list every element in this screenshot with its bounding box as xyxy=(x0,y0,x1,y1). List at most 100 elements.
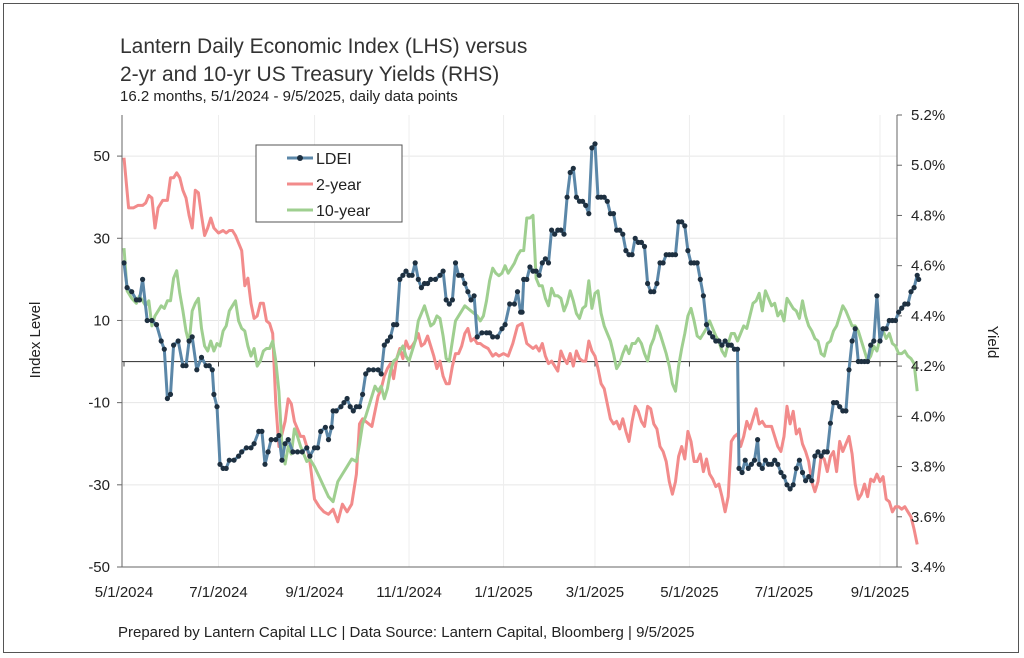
data-point-ldei xyxy=(694,260,700,266)
data-point-ldei xyxy=(366,367,372,373)
data-point-ldei xyxy=(144,317,150,324)
data-point-ldei xyxy=(892,317,899,324)
legend-marker-ldei xyxy=(297,155,303,161)
data-point-ldei xyxy=(784,482,790,488)
data-point-ldei xyxy=(759,465,765,471)
data-point-ldei xyxy=(378,371,384,377)
data-point-ldei xyxy=(387,334,394,340)
data-point-ldei xyxy=(519,309,525,315)
data-point-ldei xyxy=(914,272,920,278)
data-point-ldei xyxy=(654,280,660,287)
data-point-ldei xyxy=(459,272,465,278)
data-point-ldei xyxy=(465,289,471,295)
data-point-ldei xyxy=(239,449,245,455)
data-point-ldei xyxy=(452,260,459,266)
data-point-ldei xyxy=(865,358,871,365)
data-point-ldei xyxy=(908,289,914,295)
data-point-ldei xyxy=(545,260,552,266)
data-point-ldei xyxy=(682,223,688,229)
data-point-ldei xyxy=(852,326,858,332)
data-point-ldei xyxy=(707,330,713,336)
data-point-ldei xyxy=(815,449,821,455)
data-point-ldei xyxy=(629,252,635,258)
data-point-ldei xyxy=(561,231,567,237)
data-point-ldei xyxy=(325,437,332,443)
data-point-ldei xyxy=(341,400,347,406)
x-tick-label: 7/1/2024 xyxy=(189,584,247,601)
data-point-ldei xyxy=(806,474,812,480)
data-point-ldei xyxy=(601,194,607,200)
data-point-ldei xyxy=(564,194,570,200)
data-point-ldei xyxy=(333,408,339,414)
data-point-ldei xyxy=(223,465,229,471)
data-point-ldei xyxy=(745,465,751,471)
x-tick-label: 11/1/2024 xyxy=(376,584,442,601)
data-point-ldei xyxy=(236,453,242,459)
data-point-ldei xyxy=(762,457,769,463)
data-point-ldei xyxy=(796,457,803,463)
data-point-ldei xyxy=(167,391,174,397)
data-point-ldei xyxy=(679,219,685,225)
legend-label-ldei: LDEI xyxy=(316,151,352,168)
data-point-ldei xyxy=(748,461,755,467)
data-point-ldei xyxy=(592,141,598,147)
data-point-ldei xyxy=(360,391,366,397)
data-point-ldei xyxy=(462,280,468,287)
data-point-ldei xyxy=(570,165,576,171)
y-right-tick-label: 4.0% xyxy=(911,408,945,425)
data-point-ldei xyxy=(871,338,877,344)
chart-footer: Prepared by Lantern Capital LLC | Data S… xyxy=(118,624,695,641)
data-point-ldei xyxy=(623,248,629,254)
data-point-ldei xyxy=(552,231,558,237)
chart-subtitle: 16.2 months, 5/1/2024 - 9/5/2025, daily … xyxy=(120,88,458,105)
y-left-tick-label: 30 xyxy=(93,230,110,247)
data-point-ldei xyxy=(356,404,363,410)
data-point-ldei xyxy=(329,424,335,430)
data-point-ldei xyxy=(171,342,177,348)
data-point-ldei xyxy=(347,404,353,410)
data-point-ldei xyxy=(632,235,638,241)
data-point-ldei xyxy=(397,276,403,282)
data-point-ldei xyxy=(641,243,648,250)
data-point-ldei xyxy=(384,338,390,344)
data-point-ldei xyxy=(868,342,874,348)
data-point-ldei xyxy=(226,457,232,463)
data-point-ldei xyxy=(685,248,691,254)
data-point-ldei xyxy=(728,342,734,348)
data-point-ldei xyxy=(818,453,824,459)
data-point-ldei xyxy=(124,285,130,291)
data-point-ldei xyxy=(403,268,409,274)
data-point-ldei xyxy=(573,194,580,200)
tick-labels: 50 30 10 -10 -30 -50 5/1/2024 7/1/2024 9/1/2024 1… xyxy=(88,107,945,601)
y-right-tick-label: 4.2% xyxy=(911,358,945,375)
data-point-ldei xyxy=(769,461,775,467)
data-point-ldei xyxy=(468,297,474,303)
data-point-ldei xyxy=(905,301,911,307)
data-point-ldei xyxy=(262,461,268,467)
data-point-ldei xyxy=(440,268,446,274)
y-left-tick-label: -30 xyxy=(88,477,110,494)
data-point-ldei xyxy=(916,276,922,282)
data-point-ldei xyxy=(183,363,189,369)
data-point-ldei xyxy=(911,285,917,291)
data-point-ldei xyxy=(299,449,305,455)
data-point-ldei xyxy=(211,391,217,397)
data-point-ldei xyxy=(645,280,651,287)
data-point-ldei xyxy=(251,441,257,447)
chart-frame xyxy=(3,3,1019,653)
data-point-ldei xyxy=(175,338,181,344)
gridlines xyxy=(122,115,897,567)
data-point-ldei xyxy=(494,334,500,340)
data-point-ldei xyxy=(121,260,127,266)
data-point-ldei xyxy=(381,342,387,348)
legend: LDEI 2-year 10-year xyxy=(255,144,403,223)
chart-title: Lantern Daily Economic Index (LHS) versu… xyxy=(120,33,527,89)
y-right-tick-label: 3.6% xyxy=(911,509,945,526)
data-point-ldei xyxy=(344,395,350,402)
data-point-ldei xyxy=(524,276,530,282)
data-point-ldei xyxy=(799,469,806,476)
data-point-ldei xyxy=(899,305,905,311)
x-tick-label: 1/1/2025 xyxy=(474,584,532,601)
data-point-ldei xyxy=(781,474,787,480)
